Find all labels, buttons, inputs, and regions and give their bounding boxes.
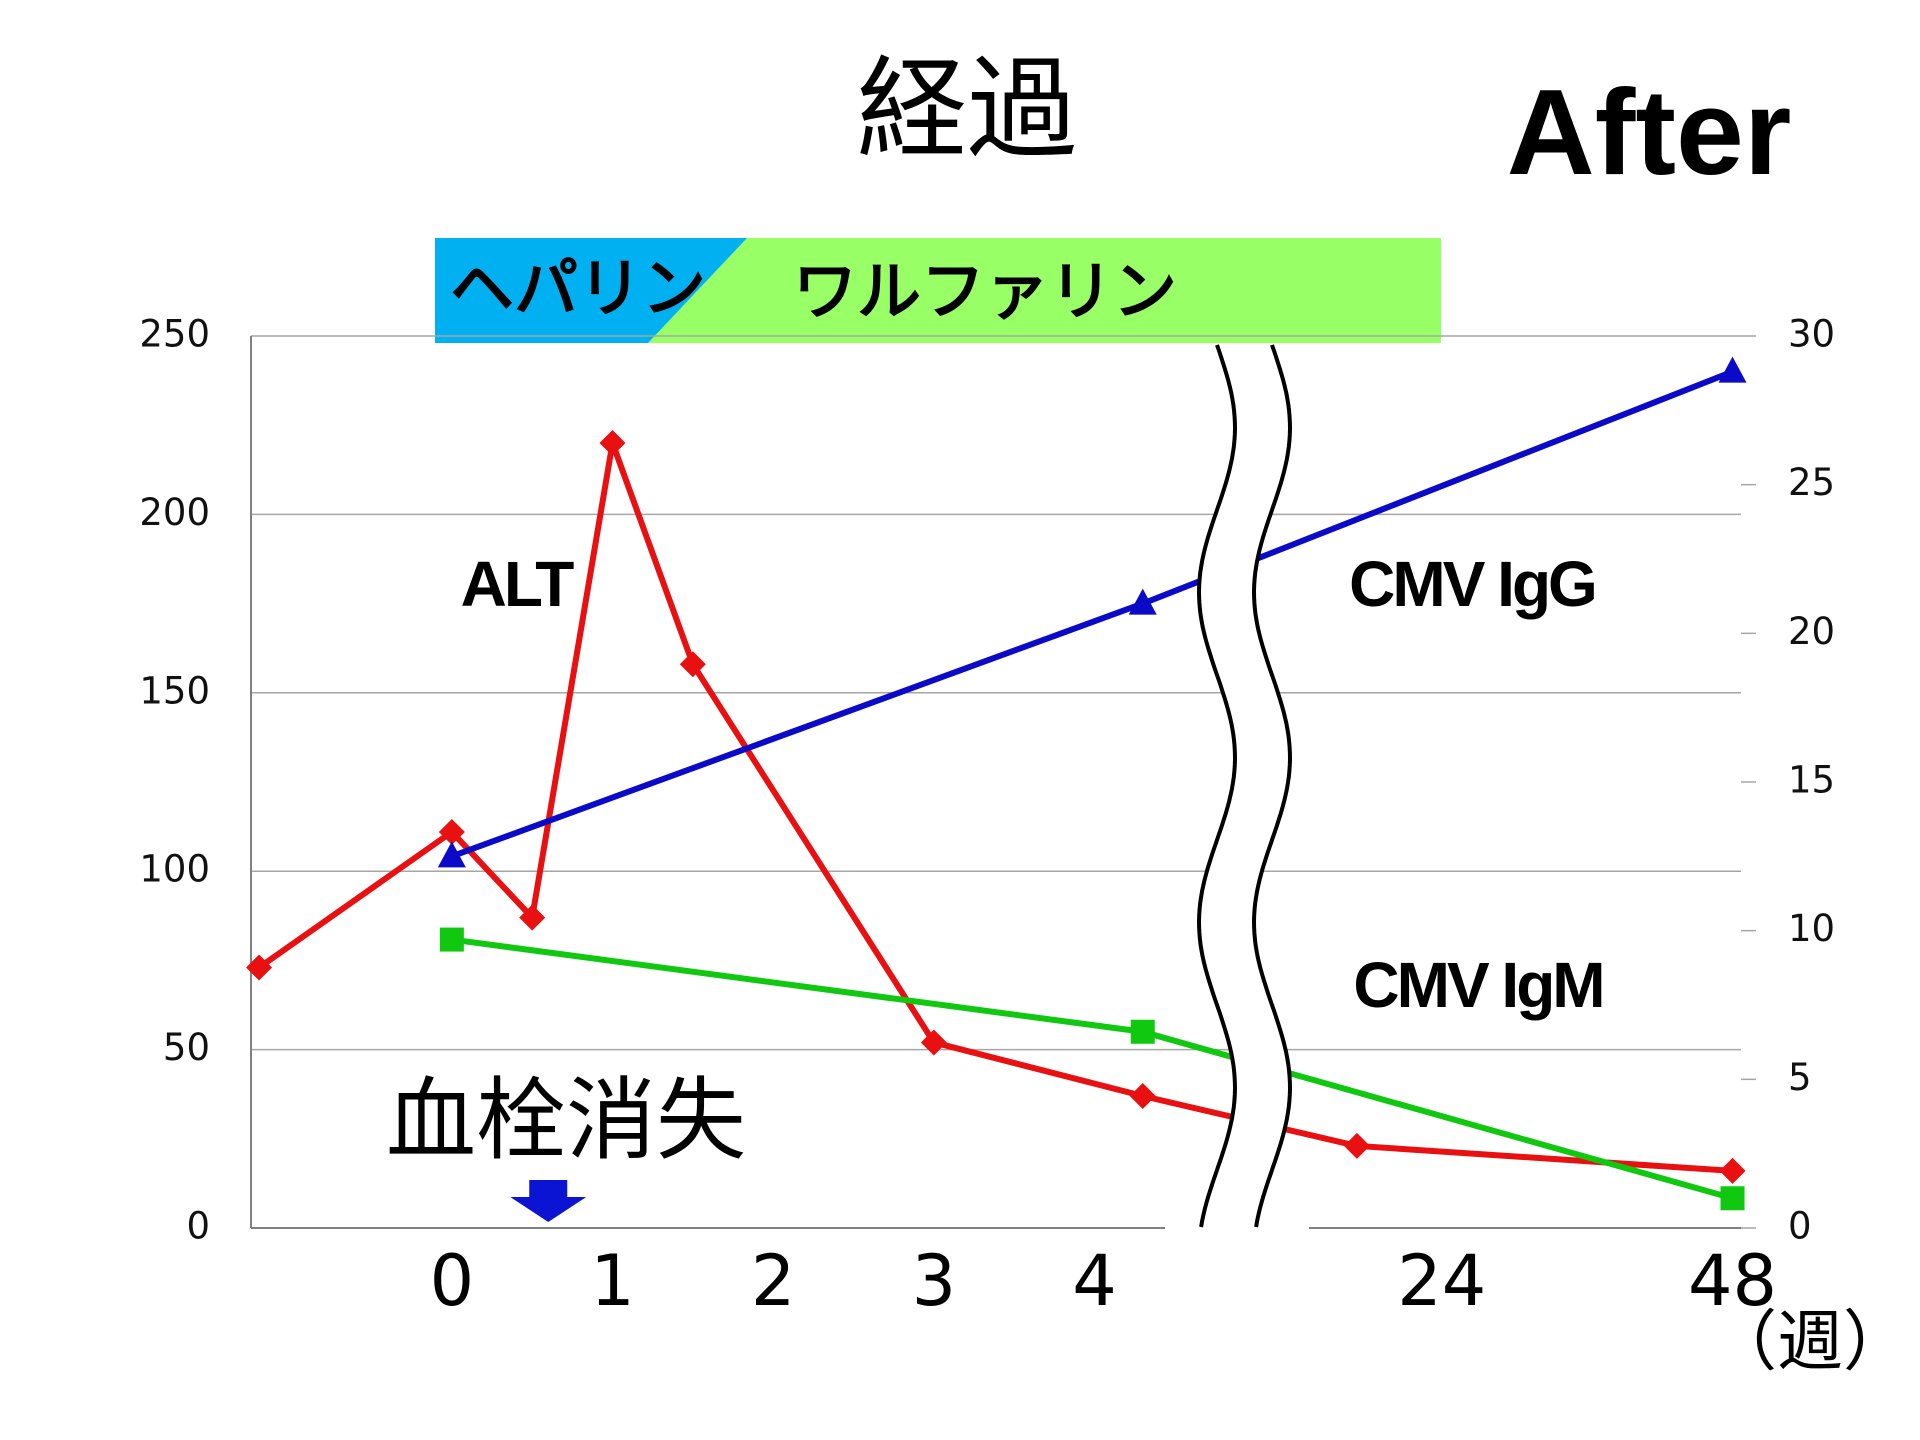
- x-tick-label: 3: [912, 1240, 957, 1322]
- treatment-bar: [648, 238, 1441, 343]
- x-tick-label: 4: [1072, 1240, 1117, 1322]
- y-tick-label: 50: [163, 1026, 210, 1069]
- marker: [679, 651, 706, 678]
- x-axis-label: （週）: [1711, 1303, 1909, 1380]
- x-tick-label: 48: [1688, 1240, 1777, 1322]
- annotation-arrow: [510, 1180, 587, 1222]
- marker: [246, 954, 273, 981]
- axis-break-fill: [1199, 345, 1290, 1227]
- y-tick-label: 200: [139, 491, 210, 534]
- x-tick-label: 2: [751, 1240, 796, 1322]
- y2-tick-label: 25: [1788, 461, 1835, 504]
- axis-break-line: [1251, 344, 1293, 1228]
- marker: [1129, 1082, 1156, 1109]
- y2-tick-label: 15: [1788, 759, 1835, 802]
- y-tick-label: 0: [186, 1205, 210, 1248]
- y2-tick-label: 10: [1788, 907, 1835, 950]
- y-tick-label: 100: [139, 848, 210, 891]
- marker: [1719, 1157, 1746, 1184]
- y-tick-label: 250: [139, 313, 210, 356]
- marker: [1343, 1132, 1370, 1159]
- marker: [1128, 588, 1157, 615]
- marker: [1720, 1186, 1745, 1211]
- annotation: 血栓消失: [386, 1068, 746, 1173]
- treatment-label: ヘパリン: [450, 253, 706, 327]
- x-tick-label: 0: [430, 1240, 475, 1322]
- y2-tick-label: 0: [1788, 1205, 1812, 1248]
- series-label: CMV IgG: [1349, 548, 1595, 620]
- y2-tick-label: 20: [1788, 610, 1835, 653]
- x-tick-label: 24: [1397, 1240, 1486, 1322]
- treatment-label: ワルファリン: [793, 256, 1177, 330]
- y2-tick-label: 30: [1788, 313, 1835, 356]
- treatment-bar: [435, 238, 747, 343]
- marker: [1718, 356, 1747, 383]
- series-label: CMV IgM: [1353, 949, 1602, 1021]
- y-tick-label: 150: [139, 669, 210, 712]
- marker: [437, 841, 466, 868]
- marker: [920, 1029, 947, 1056]
- marker: [438, 818, 465, 845]
- axis-break-line: [1196, 344, 1238, 1228]
- series-label: ALT: [461, 548, 575, 620]
- badge: After: [1507, 64, 1792, 200]
- marker: [1130, 1019, 1155, 1044]
- marker: [439, 927, 464, 952]
- x-tick-label: 1: [590, 1240, 635, 1322]
- marker: [599, 430, 626, 457]
- y2-tick-label: 5: [1788, 1056, 1812, 1099]
- chart-title: 経過: [857, 45, 1077, 173]
- marker: [519, 904, 546, 931]
